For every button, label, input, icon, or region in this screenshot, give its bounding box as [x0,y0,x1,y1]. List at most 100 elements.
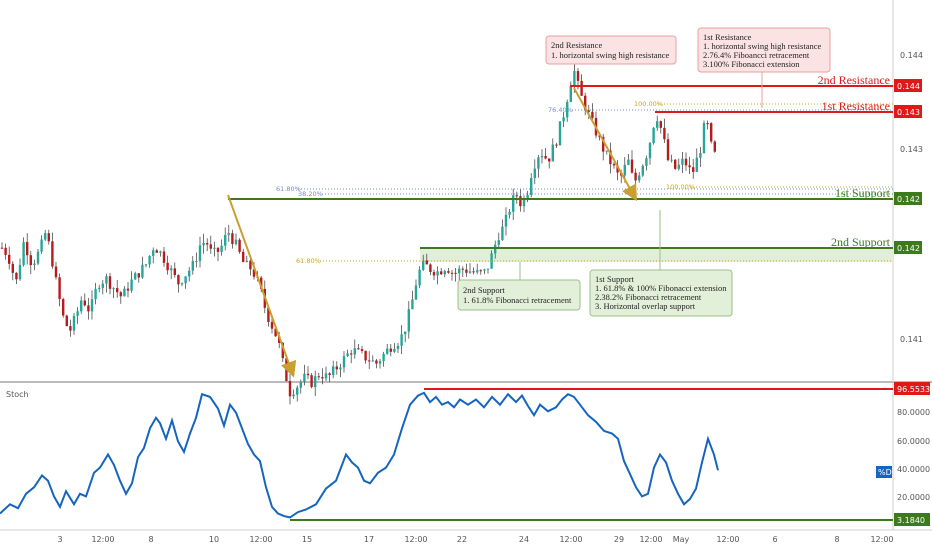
candle-body[interactable] [162,251,166,263]
candle-body[interactable] [706,123,709,125]
candle-body[interactable] [242,251,245,263]
candle-body[interactable] [692,167,695,172]
candle-body[interactable] [634,172,637,181]
candle-body[interactable] [656,121,659,128]
candle-body[interactable] [695,157,698,172]
candle-body[interactable] [238,239,241,252]
candle-body[interactable] [508,211,511,215]
candle-body[interactable] [494,244,497,254]
candle-body[interactable] [303,373,306,382]
candle-body[interactable] [576,71,580,81]
candle-body[interactable] [224,234,227,246]
candle-body[interactable] [206,242,209,245]
candle-body[interactable] [710,123,713,142]
candle-body[interactable] [418,269,421,286]
candle-body[interactable] [184,276,187,284]
candle-body[interactable] [584,95,587,111]
candle-body[interactable] [4,247,7,255]
candle-body[interactable] [134,273,137,280]
candle-body[interactable] [8,254,11,264]
candle-body[interactable] [670,159,673,161]
candle-body[interactable] [569,86,572,102]
candle-body[interactable] [540,155,544,158]
candle-body[interactable] [699,153,702,158]
candle-body[interactable] [47,233,50,242]
candle-body[interactable] [98,287,101,289]
candle-body[interactable] [44,233,47,240]
candle-body[interactable] [526,195,529,199]
candle-body[interactable] [87,305,90,312]
candle-body[interactable] [612,164,616,166]
candle-body[interactable] [479,270,482,272]
candle-body[interactable] [36,251,40,264]
candle-body[interactable] [130,279,133,291]
candle-body[interactable] [90,299,94,312]
candle-body[interactable] [440,271,443,275]
candle-body[interactable] [627,159,630,165]
candle-body[interactable] [641,165,644,176]
candle-body[interactable] [638,175,641,181]
stoch-axis[interactable]: 80.0000 60.0000 40.0000 20.0000 [897,408,930,502]
candle-body[interactable] [350,353,353,355]
candle-body[interactable] [245,260,248,263]
candle-body[interactable] [101,283,104,288]
candle-body[interactable] [465,269,468,273]
candle-body[interactable] [15,272,18,280]
candle-body[interactable] [396,345,400,349]
candle-body[interactable] [335,366,338,370]
candle-body[interactable] [555,144,558,146]
candle-body[interactable] [339,367,342,370]
candle-body[interactable] [602,136,605,152]
candle-body[interactable] [504,214,508,227]
candle-body[interactable] [371,360,374,362]
candle-body[interactable] [317,376,320,378]
candle-body[interactable] [166,262,169,271]
candle-body[interactable] [443,271,446,275]
candle-body[interactable] [332,366,335,376]
candle-body[interactable] [274,328,277,337]
candle-body[interactable] [281,342,284,359]
candle-body[interactable] [580,80,583,96]
candle-body[interactable] [94,288,97,300]
candle-body[interactable] [54,266,58,278]
candle-body[interactable] [566,101,569,118]
candle-body[interactable] [321,377,324,379]
candle-body[interactable] [195,261,198,263]
callout-second-support[interactable]: 2nd Support 1. 61.8% Fibonacci retraceme… [457,279,581,311]
candle-body[interactable] [684,158,688,166]
candle-body[interactable] [141,264,144,278]
candle-body[interactable] [436,271,439,276]
candle-body[interactable] [105,276,108,284]
candle-body[interactable] [616,165,619,173]
candle-body[interactable] [198,245,202,262]
candle-body[interactable] [461,268,464,270]
candle-body[interactable] [663,127,666,140]
candle-body[interactable] [677,164,680,169]
candle-body[interactable] [213,247,216,249]
candle-body[interactable] [188,270,191,277]
candle-body[interactable] [40,239,43,252]
candle-body[interactable] [220,245,223,252]
candle-body[interactable] [681,158,684,165]
candle-body[interactable] [468,271,472,273]
candle-body[interactable] [512,195,515,212]
candle-body[interactable] [515,195,518,197]
candle-body[interactable] [152,250,155,256]
candle-body[interactable] [548,158,551,162]
candle-body[interactable] [191,261,194,271]
candle-body[interactable] [310,375,313,388]
candle-body[interactable] [598,135,601,137]
candle-body[interactable] [58,277,61,300]
candle-body[interactable] [522,198,526,207]
candle-body[interactable] [411,299,414,310]
candle-body[interactable] [497,240,500,245]
candle-body[interactable] [137,273,140,278]
candle-body[interactable] [688,165,691,168]
candle-body[interactable] [29,255,32,266]
candle-body[interactable] [674,159,677,169]
candle-body[interactable] [375,360,378,364]
candle-body[interactable] [605,150,608,152]
impulse-arrow-down[interactable] [227,194,297,378]
callout-first-support[interactable]: 1st Support 1. 61.8% & 100% Fibonacci ex… [589,269,733,317]
candle-body[interactable] [544,155,547,159]
